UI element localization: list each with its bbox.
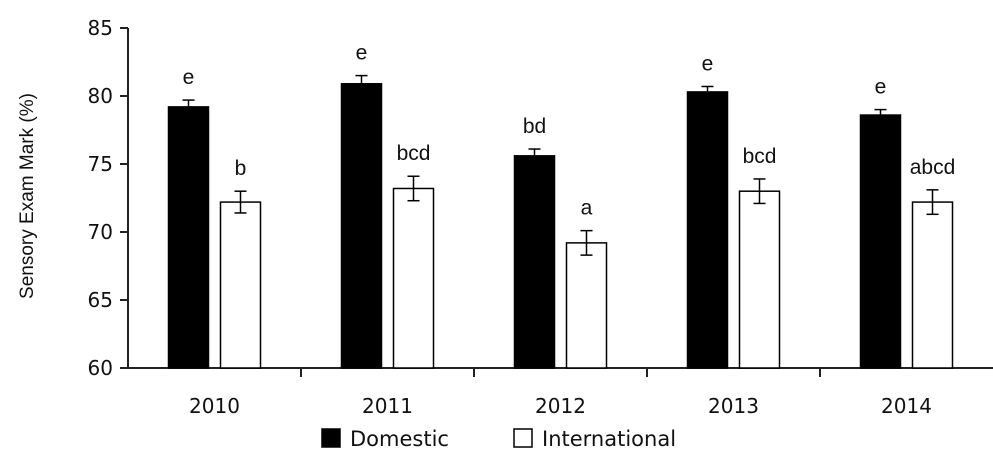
y-tick-label: 60	[88, 356, 113, 380]
bar-domestic	[686, 91, 729, 369]
significance-label: e	[356, 42, 368, 65]
bar-domestic	[513, 155, 556, 369]
significance-label: abcd	[910, 156, 956, 179]
significance-label: e	[702, 52, 714, 75]
legend-label-domestic: Domestic	[350, 427, 449, 451]
bars: e b e bcd bd a e bcd e abcd	[167, 42, 956, 369]
x-tick-label: 2012	[535, 394, 586, 418]
bar-international	[392, 187, 435, 369]
x-axis: 2010 2011 2012 2013 2014	[128, 367, 993, 418]
y-axis-label: Sensory Exam Mark (%)	[17, 93, 38, 299]
y-axis: 60 65 70 75 80 85	[88, 16, 129, 380]
significance-label: a	[581, 197, 593, 220]
bar-domestic	[340, 83, 383, 369]
significance-label: bd	[523, 115, 546, 138]
significance-label: bcd	[397, 142, 431, 165]
y-tick-label: 75	[88, 152, 113, 176]
y-tick-label: 70	[88, 220, 113, 244]
bar-international	[219, 201, 262, 369]
bar-domestic	[859, 114, 902, 369]
x-tick-label: 2014	[881, 394, 932, 418]
bar-international	[911, 201, 954, 369]
y-tick-label: 85	[88, 16, 113, 40]
legend-swatch-domestic	[321, 428, 341, 448]
significance-label: b	[235, 157, 247, 180]
x-tick-label: 2011	[362, 394, 413, 418]
x-tick-label: 2013	[708, 394, 759, 418]
bar-international	[565, 242, 608, 369]
significance-label: e	[875, 76, 887, 99]
y-tick-label: 65	[88, 288, 113, 312]
significance-label: e	[183, 66, 195, 89]
legend-label-international: International	[542, 427, 676, 451]
legend-swatch-international	[513, 428, 533, 448]
bar-international	[738, 190, 781, 369]
bar-domestic	[167, 106, 210, 369]
x-tick-label: 2010	[189, 394, 240, 418]
y-tick-label: 80	[88, 84, 113, 108]
legend: Domestic International	[321, 427, 676, 451]
significance-label: bcd	[743, 145, 777, 168]
